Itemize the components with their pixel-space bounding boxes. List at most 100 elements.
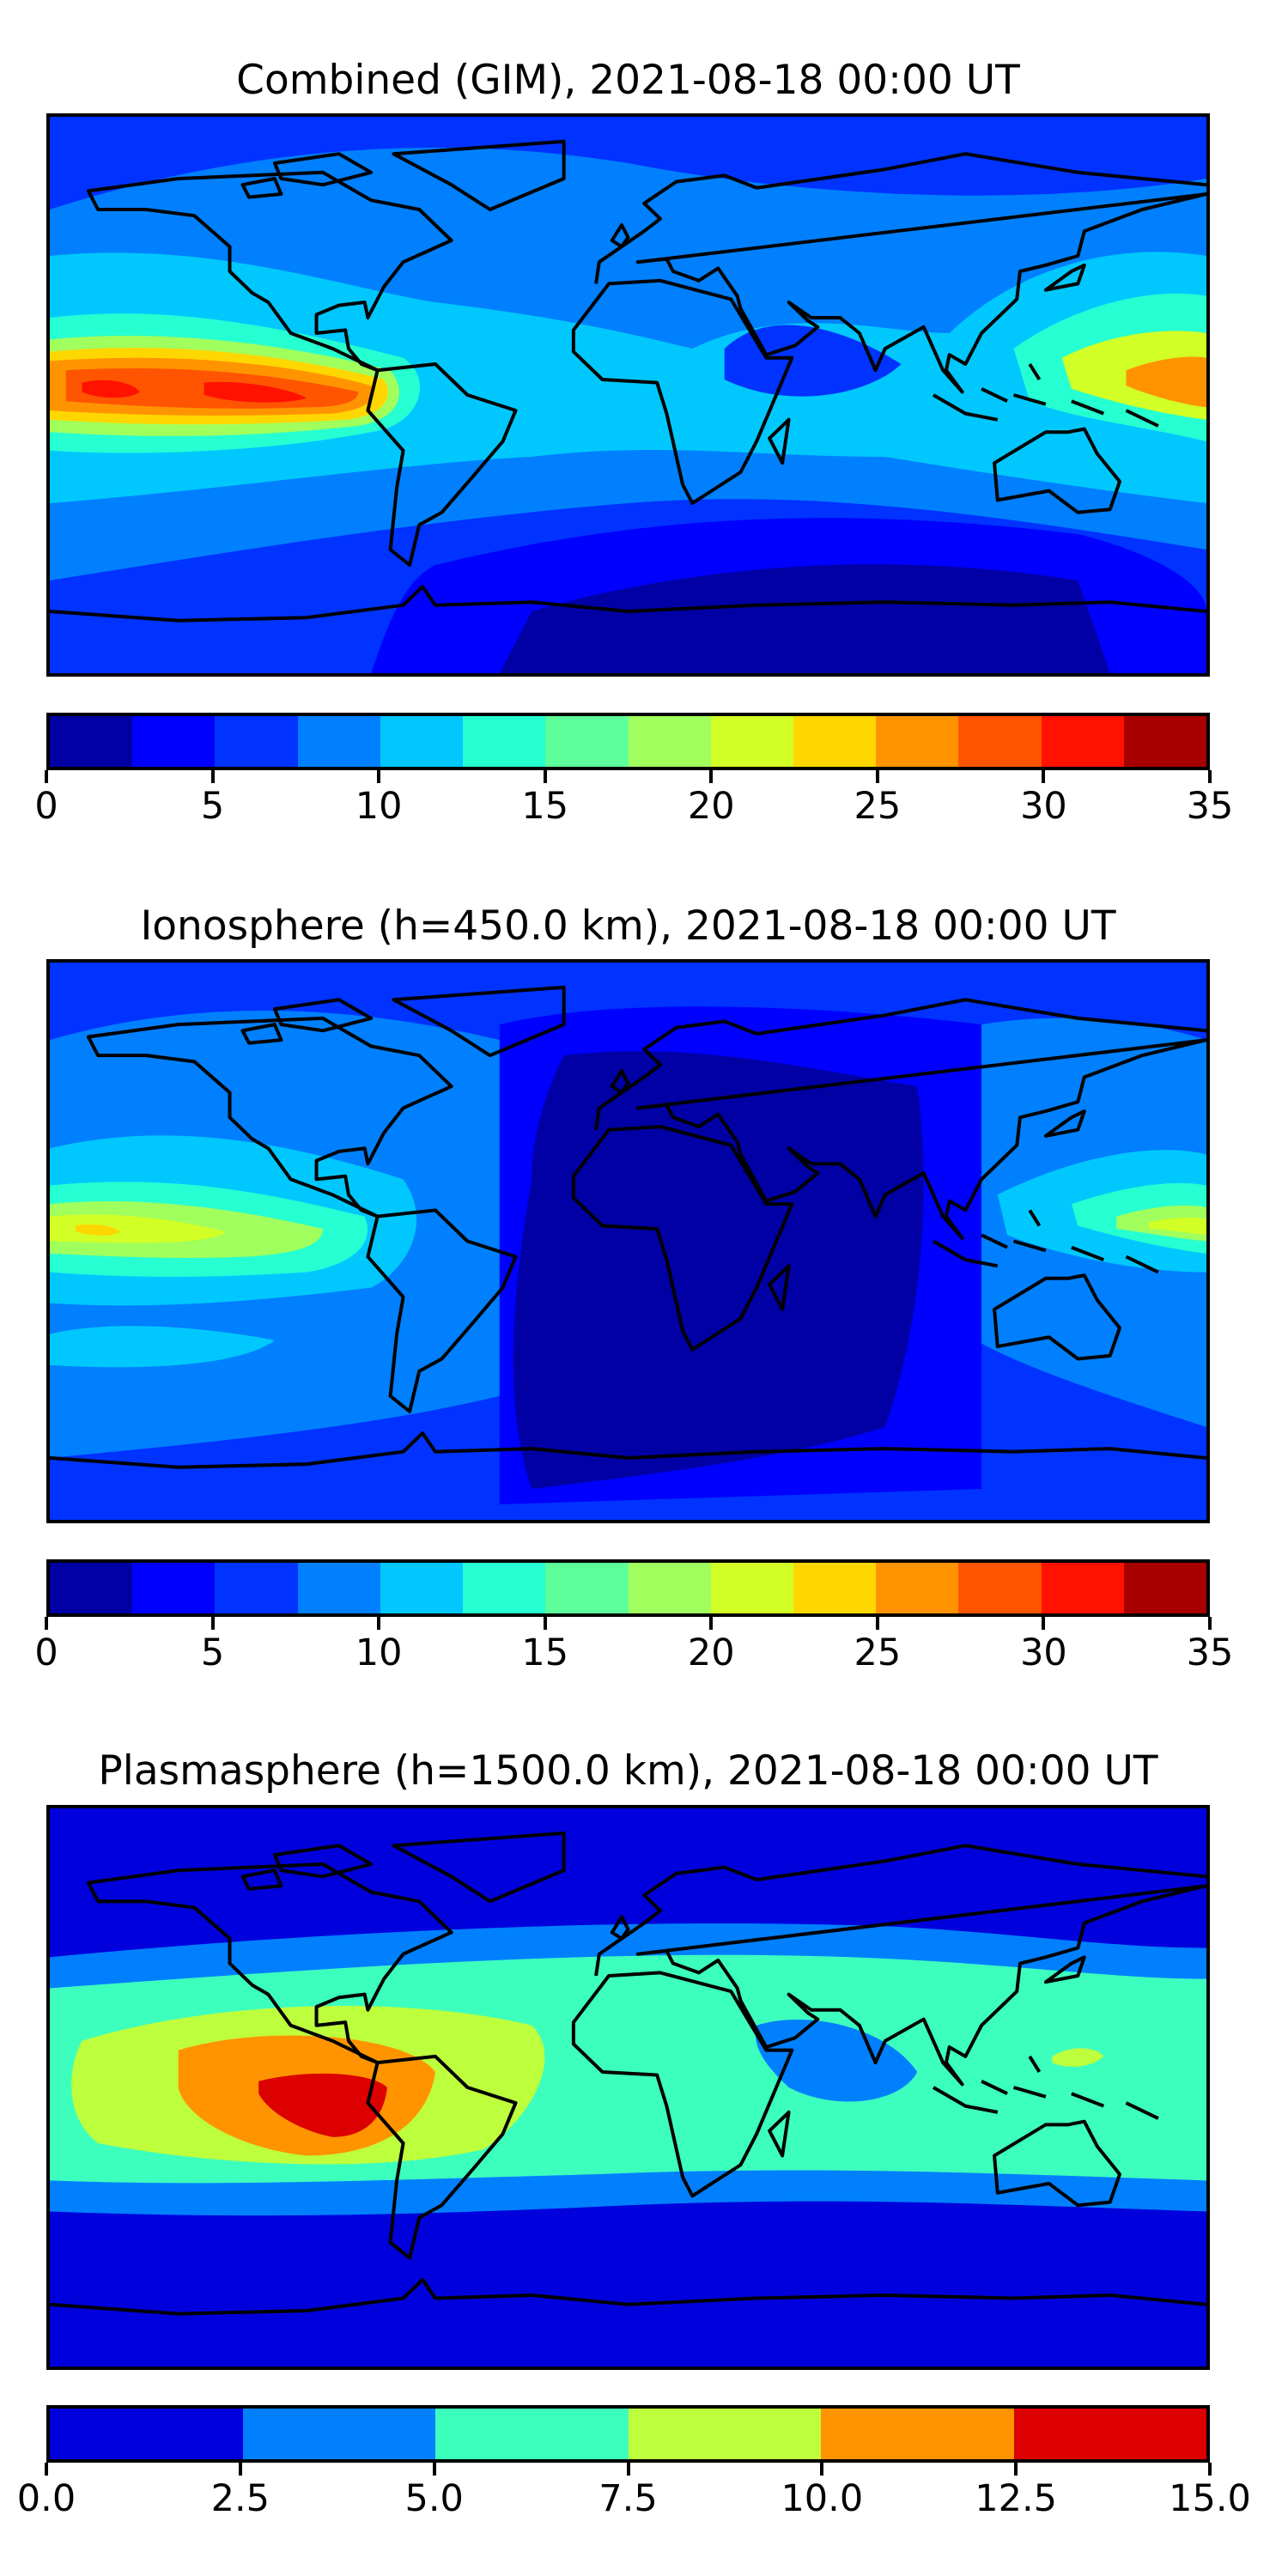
colorbar-tick-label: 0.0 <box>16 2477 76 2520</box>
field-contour <box>513 1051 924 1489</box>
colorbar-level <box>1013 2409 1206 2459</box>
ionosphere-map <box>46 959 1210 1523</box>
colorbar-tick-label: 35 <box>1186 1631 1234 1674</box>
colorbar-level <box>1041 716 1124 767</box>
colorbar-segments <box>46 2405 1210 2463</box>
colorbar-level <box>132 1563 216 1613</box>
field-contour <box>724 325 902 397</box>
colorbar-tick <box>1208 2463 1212 2476</box>
colorbar-level <box>1041 1563 1124 1613</box>
colorbar-tick <box>626 2463 630 2476</box>
coastline <box>574 1972 792 2196</box>
colorbar-tick-label: 10 <box>355 1631 403 1674</box>
coastline <box>994 429 1120 513</box>
colorbar-level <box>876 1563 959 1613</box>
colorbar-level <box>958 1563 1042 1613</box>
coastlines <box>50 987 1206 1467</box>
colorbar-tick <box>45 1617 48 1630</box>
colorbar-tick <box>238 2463 242 2476</box>
colorbar-tick <box>1208 770 1212 783</box>
panel-2-title: Ionosphere (h=450.0 km), 2021-08-18 00:0… <box>140 902 1116 950</box>
field-contour <box>82 380 307 403</box>
coastline <box>243 154 372 197</box>
panel-3-title: Plasmasphere (h=1500.0 km), 2021-08-18 0… <box>98 1747 1158 1795</box>
colorbar-tick <box>1042 1617 1046 1630</box>
colorbar-tick-label: 25 <box>854 785 902 828</box>
colorbar-segments <box>46 1559 1210 1617</box>
colorbar-level <box>242 2409 435 2459</box>
colorbar-tick <box>1014 2463 1018 2476</box>
coastlines <box>50 142 1206 621</box>
coastline <box>612 1071 1084 1309</box>
coastline <box>994 2122 1120 2206</box>
field-contour <box>75 1224 121 1236</box>
colorbar-level <box>710 716 793 767</box>
colorbar-tick-label: 2.5 <box>210 2477 270 2520</box>
colorbar-tick <box>543 1617 547 1630</box>
colorbar-tick-label: 10.0 <box>781 2477 864 2520</box>
coastline <box>88 1864 452 2063</box>
coastline <box>243 1845 372 1889</box>
colorbar-level <box>380 716 464 767</box>
colorbar-tick-label: 15 <box>521 1631 569 1674</box>
colorbar-level <box>297 1563 380 1613</box>
field-contour <box>50 1201 1206 1259</box>
colorbar-level <box>50 1563 133 1613</box>
field-contour <box>1126 356 1206 408</box>
panel-3-colorbar: 0.0 2.5 5.0 7.5 10.0 12.5 15.0 <box>17 2405 1251 2518</box>
coastline <box>50 586 1206 621</box>
colorbar-level <box>628 716 711 767</box>
colorbar-level <box>545 716 629 767</box>
colorbar-tick <box>210 1617 215 1630</box>
coastline <box>88 1018 452 1217</box>
combined-gim-map <box>46 113 1210 677</box>
colorbar-level <box>628 1563 711 1613</box>
coastline <box>933 364 1158 426</box>
colorbar-tick-label: 20 <box>687 1631 735 1674</box>
field-contour <box>50 1214 1206 1243</box>
colorbar-level <box>435 2409 629 2459</box>
colorbar-tick <box>820 2463 824 2476</box>
colorbar-level <box>463 1563 546 1613</box>
field-contour <box>755 2020 918 2102</box>
coastline <box>50 2280 1206 2314</box>
panel-1-title: Combined (GIM), 2021-08-18 00:00 UT <box>236 57 1020 104</box>
coastline <box>393 142 563 210</box>
colorbar-tick-label: 15.0 <box>1169 2477 1251 2520</box>
colorbar-tick-label: 15 <box>521 785 569 828</box>
colorbar-tick <box>1208 1617 1212 1630</box>
colorbar-tick <box>543 770 547 783</box>
colorbar-tick <box>875 770 879 783</box>
coastline <box>368 364 515 565</box>
coastline <box>393 987 563 1055</box>
colorbar-level <box>50 716 133 767</box>
colorbar-level <box>793 716 877 767</box>
coastline <box>368 2057 515 2258</box>
field-contour <box>50 1135 1206 1368</box>
colorbar-tick <box>709 770 714 783</box>
colorbar-level <box>463 716 546 767</box>
colorbar-tick-label: 0 <box>34 1631 58 1674</box>
plasmasphere-map <box>46 1805 1210 2370</box>
colorbar-tick <box>45 770 48 783</box>
field-contour <box>50 252 1206 503</box>
colorbar-level <box>545 1563 629 1613</box>
colorbar-level <box>958 716 1042 767</box>
colorbar-level <box>380 1563 464 1613</box>
colorbar-tick <box>875 1617 879 1630</box>
coastlines <box>50 1833 1206 2314</box>
coastline <box>574 1127 792 1350</box>
coastline <box>243 999 372 1042</box>
colorbar-level <box>710 1563 793 1613</box>
colorbar-tick <box>1042 770 1046 783</box>
panel-2-colorbar: 0 5 10 15 20 25 30 35 <box>34 1559 1233 1672</box>
coastline <box>933 1210 1158 1272</box>
colorbar-level <box>876 716 959 767</box>
colorbar-tick <box>709 1617 714 1630</box>
colorbar-level <box>793 1563 877 1613</box>
coastline <box>574 281 792 503</box>
colorbar-tick-label: 5 <box>200 785 225 828</box>
colorbar-tick-label: 25 <box>854 1631 902 1674</box>
colorbar-tick <box>432 2463 436 2476</box>
colorbar-tick-label: 20 <box>687 785 735 828</box>
